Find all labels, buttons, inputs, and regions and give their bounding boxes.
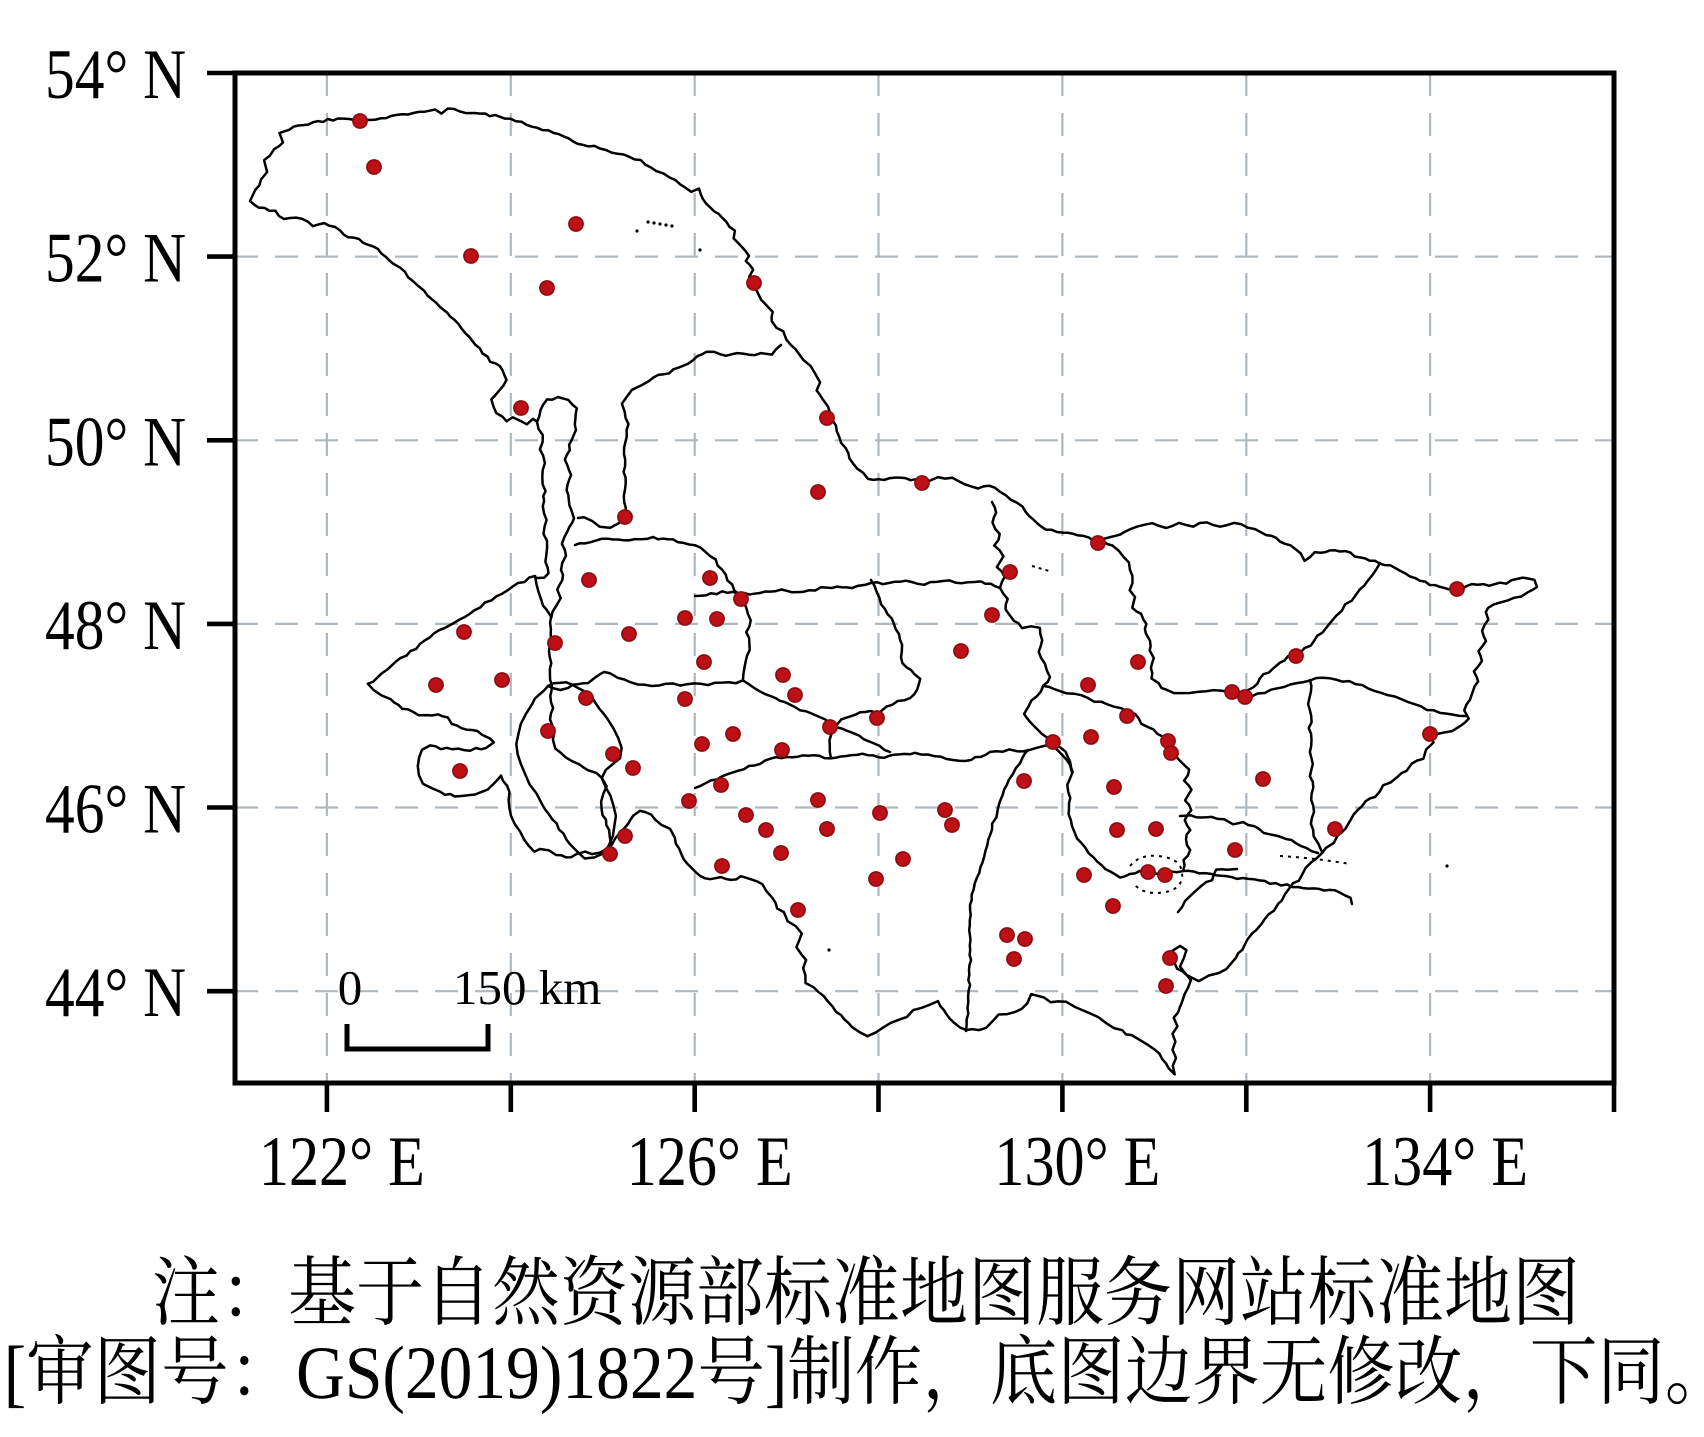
svg-text:54° N: 54° N <box>45 36 186 114</box>
svg-text:134° E: 134° E <box>1362 1123 1528 1201</box>
svg-text:0: 0 <box>338 960 363 1015</box>
svg-text:48° N: 48° N <box>45 587 186 665</box>
svg-text:52° N: 52° N <box>45 220 186 298</box>
svg-text:50° N: 50° N <box>45 403 186 481</box>
svg-text:130° E: 130° E <box>994 1123 1160 1201</box>
svg-text:122° E: 122° E <box>259 1123 425 1201</box>
svg-text:126° E: 126° E <box>627 1123 793 1201</box>
svg-text:46° N: 46° N <box>45 771 186 849</box>
svg-text:150 km: 150 km <box>453 960 601 1015</box>
svg-text:44° N: 44° N <box>45 954 186 1032</box>
